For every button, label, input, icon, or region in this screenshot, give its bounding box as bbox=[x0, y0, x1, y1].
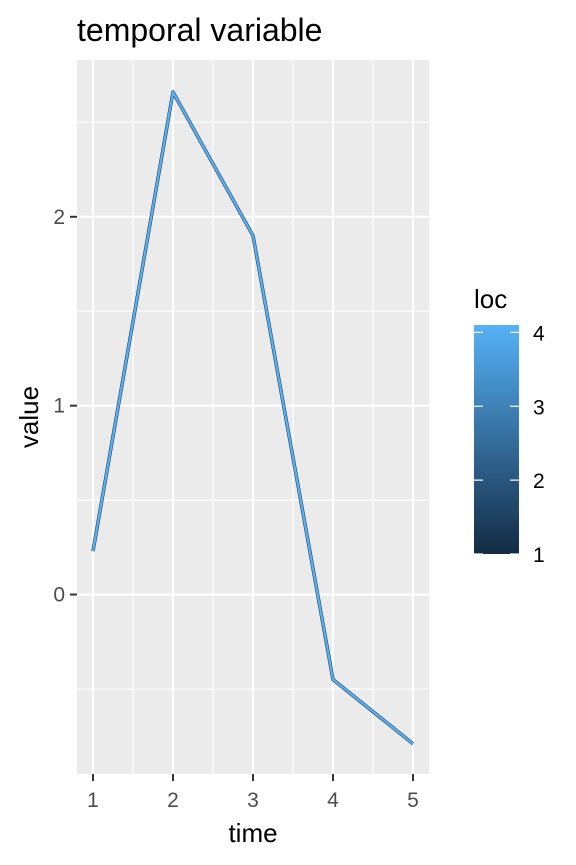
x-tick-label: 1 bbox=[87, 789, 99, 812]
series-layer bbox=[91, 90, 415, 746]
y-axis: 0 1 2 bbox=[53, 206, 77, 607]
x-axis: 1 2 3 4 5 bbox=[87, 774, 419, 812]
legend-tick-label: 2 bbox=[533, 470, 545, 493]
legend-colorbar bbox=[474, 325, 519, 554]
x-tick-label: 5 bbox=[407, 789, 419, 812]
chart-title: temporal variable bbox=[77, 12, 322, 48]
y-tick-label: 1 bbox=[53, 395, 65, 418]
legend-tick-label: 4 bbox=[533, 322, 545, 345]
y-tick-label: 2 bbox=[53, 206, 65, 229]
x-tick-label: 2 bbox=[167, 789, 179, 812]
legend-tick-label: 1 bbox=[533, 544, 545, 567]
legend-tick-label: 3 bbox=[533, 396, 545, 419]
y-axis-title: value bbox=[14, 386, 44, 448]
legend: loc 1 2 3 4 bbox=[474, 284, 545, 567]
series-line bbox=[91, 90, 414, 745]
grid-lines bbox=[77, 60, 429, 774]
legend-title: loc bbox=[474, 284, 507, 314]
legend-ticks: 1 2 3 4 bbox=[474, 322, 545, 567]
x-tick-label: 4 bbox=[327, 789, 339, 812]
x-tick-label: 3 bbox=[247, 789, 259, 812]
x-axis-title: time bbox=[228, 818, 277, 848]
y-tick-label: 0 bbox=[53, 584, 65, 607]
